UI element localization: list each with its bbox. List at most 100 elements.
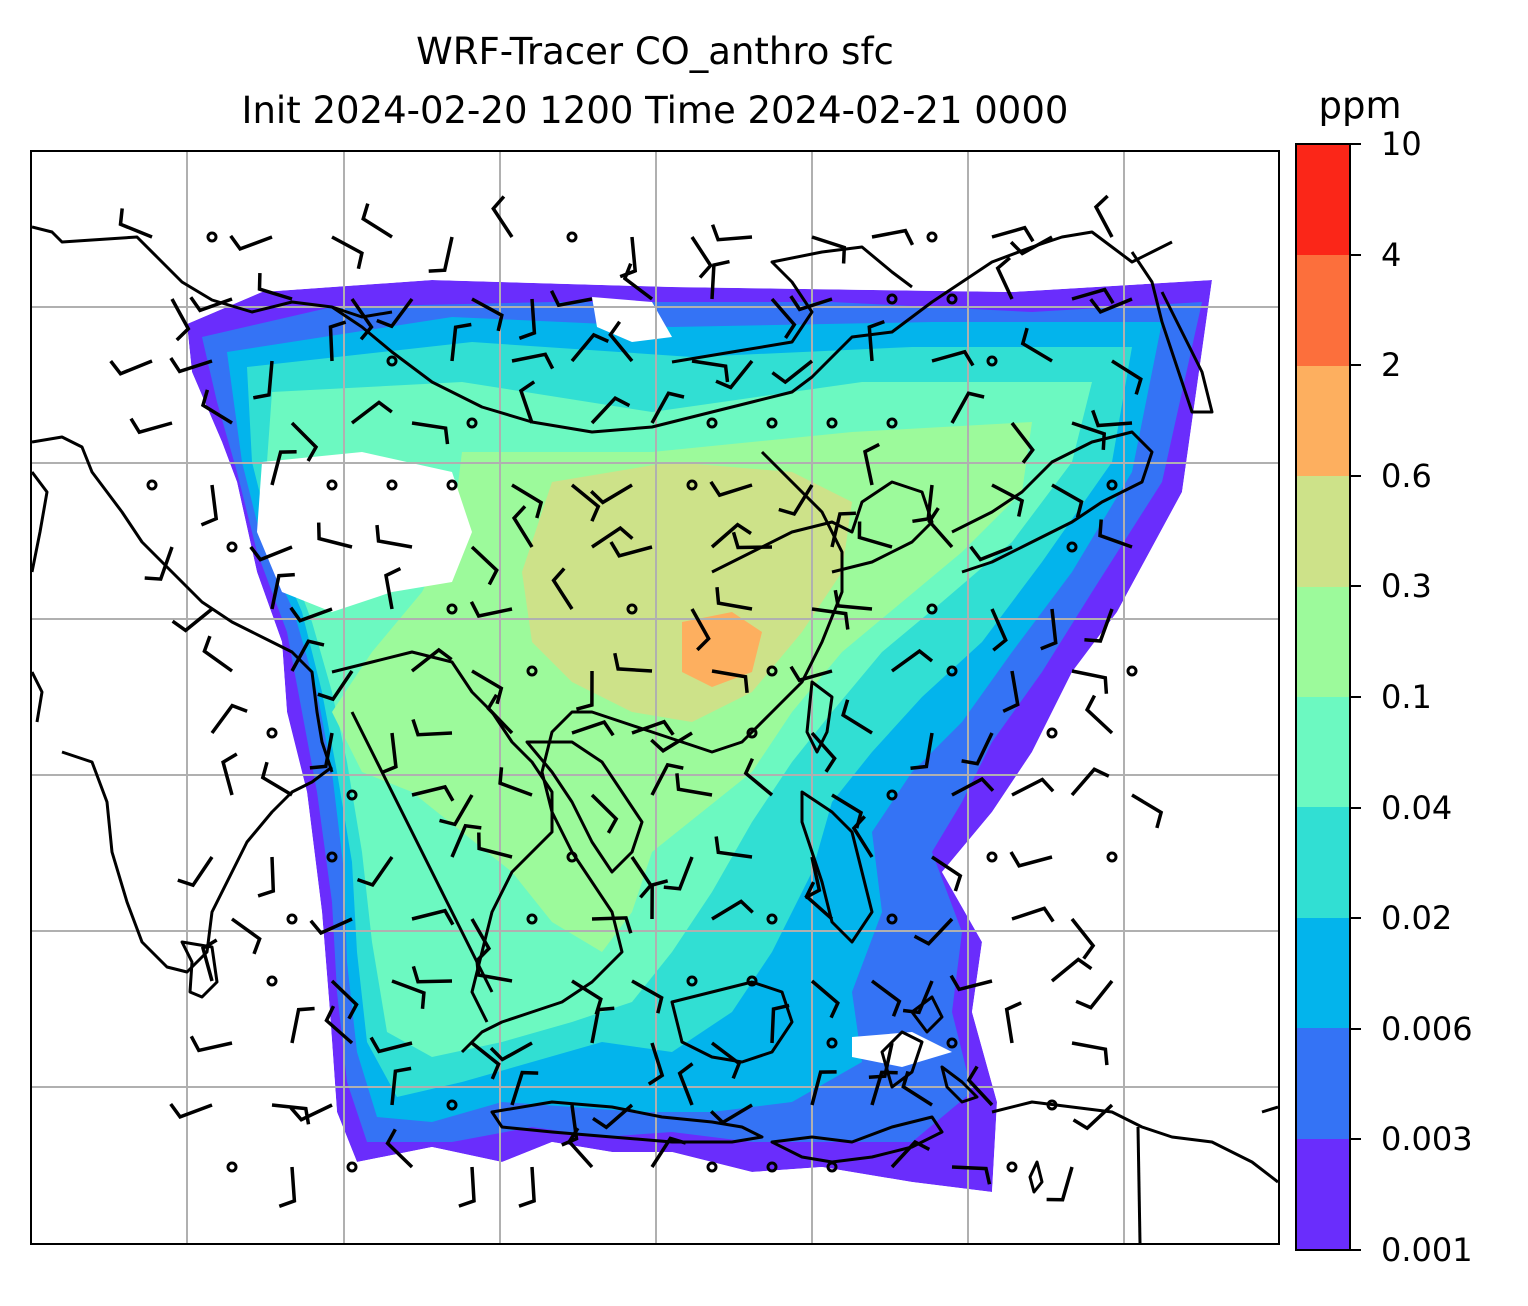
- wind-barb: [109, 359, 153, 376]
- wind-barb: [210, 703, 248, 735]
- wind-barb: [200, 484, 219, 527]
- colorbar: [1295, 143, 1351, 1251]
- colorbar-tick-label: 0.04: [1381, 788, 1453, 827]
- calm-wind-marker: [826, 1037, 838, 1049]
- calm-wind-marker: [326, 479, 338, 491]
- wind-barb: [561, 1104, 579, 1147]
- colorbar-tick-label: 0.001: [1381, 1231, 1473, 1269]
- wind-barb: [650, 731, 693, 753]
- wind-barb: [675, 773, 713, 797]
- wind-barb: [811, 235, 847, 264]
- wind-barb: [811, 607, 850, 630]
- wind-barb: [691, 359, 730, 383]
- wind-barb: [331, 235, 364, 270]
- wind-barb: [518, 380, 536, 424]
- calm-wind-marker: [886, 913, 898, 925]
- calm-wind-marker: [346, 1161, 358, 1173]
- wind-barb: [316, 522, 353, 549]
- wind-barb: [714, 836, 753, 859]
- wind-barb: [870, 979, 902, 1017]
- wind-barb: [511, 483, 544, 519]
- wind-barb: [710, 1041, 742, 1080]
- calm-wind-marker: [706, 417, 718, 429]
- calm-wind-marker: [766, 417, 778, 429]
- wind-barb: [376, 297, 414, 329]
- wind-barb: [571, 720, 615, 737]
- wind-barb: [1010, 421, 1035, 464]
- calm-wind-marker: [946, 665, 958, 677]
- wind-barb: [328, 320, 347, 362]
- wind-barb: [1071, 1041, 1109, 1066]
- calm-wind-marker: [766, 1161, 778, 1173]
- wind-barb: [289, 1103, 333, 1122]
- wind-barb: [912, 484, 934, 524]
- wind-barb: [375, 524, 413, 549]
- colorbar-tick-label: 0.02: [1381, 899, 1453, 938]
- wind-barb: [230, 917, 262, 955]
- wind-barb: [1111, 359, 1143, 395]
- wind-barb: [663, 856, 694, 891]
- wind-barb: [608, 320, 634, 363]
- plot-title-line1: WRF-Tracer CO_anthro sfc: [416, 30, 894, 73]
- wind-barb: [475, 958, 513, 983]
- calm-wind-marker: [466, 417, 478, 429]
- wind-barb: [810, 1070, 837, 1106]
- wind-barb: [991, 483, 1025, 517]
- wind-barb: [951, 776, 995, 797]
- colorbar-segment: [1297, 255, 1349, 366]
- wind-barb: [450, 322, 472, 362]
- map-svg: [32, 152, 1278, 1243]
- wind-barb: [129, 417, 173, 435]
- wind-barb: [229, 234, 273, 252]
- calm-wind-marker: [346, 789, 358, 801]
- wind-barb: [411, 718, 453, 737]
- wind-barb: [901, 1070, 933, 1107]
- wind-barb: [200, 389, 233, 425]
- wind-barb: [631, 979, 664, 1014]
- no-data-region: [852, 1032, 952, 1067]
- wind-barb: [1009, 235, 1053, 256]
- wind-barb: [1050, 957, 1093, 983]
- wind-barb: [350, 400, 393, 425]
- wind-barb: [715, 587, 753, 611]
- calm-wind-marker: [526, 913, 538, 925]
- colorbar-segment: [1297, 586, 1349, 697]
- calm-wind-marker: [706, 1161, 718, 1173]
- wind-barb: [650, 762, 684, 796]
- wind-barb: [789, 295, 833, 312]
- calm-wind-marker: [926, 231, 938, 243]
- wind-barb: [384, 567, 402, 610]
- wind-barb: [252, 360, 274, 400]
- colorbar-tick-mark: [1351, 364, 1361, 367]
- wind-barb: [647, 1042, 665, 1086]
- wind-barb: [711, 669, 749, 693]
- calm-wind-marker: [686, 975, 698, 987]
- map-panel: [30, 150, 1280, 1245]
- wind-barb: [810, 979, 840, 1019]
- colorbar-tick-label: 0.3: [1381, 567, 1432, 606]
- wind-barb: [711, 899, 754, 921]
- colorbar-tick-label: 10: [1381, 125, 1422, 163]
- wind-barb: [857, 521, 893, 549]
- wind-barb: [966, 1065, 994, 1107]
- calm-wind-marker: [746, 975, 758, 987]
- wind-barb: [575, 670, 594, 711]
- calm-wind-marker: [1046, 727, 1058, 739]
- wind-barb: [590, 1006, 615, 1044]
- calm-wind-marker: [266, 975, 278, 987]
- wind-barb: [290, 1006, 315, 1044]
- calm-wind-marker: [446, 1099, 458, 1111]
- wind-barb: [458, 1166, 476, 1208]
- colorbar-unit-label: ppm: [1318, 84, 1402, 127]
- wind-barb: [411, 908, 455, 926]
- colorbar-tick-label: 0.6: [1381, 456, 1432, 495]
- wind-barb: [1084, 608, 1114, 643]
- calm-wind-marker: [266, 727, 278, 739]
- wind-barb: [590, 793, 619, 834]
- calm-wind-marker: [446, 479, 458, 491]
- wind-barb: [613, 652, 653, 673]
- wind-barb: [1131, 793, 1164, 829]
- calm-wind-marker: [1046, 1099, 1058, 1111]
- wind-barb: [1002, 670, 1020, 713]
- calm-wind-marker: [626, 603, 638, 615]
